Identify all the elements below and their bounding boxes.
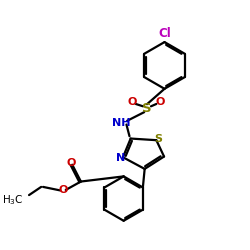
Text: O: O xyxy=(66,158,76,168)
Text: S: S xyxy=(155,134,163,144)
Text: O: O xyxy=(127,97,136,107)
Text: NH: NH xyxy=(112,118,130,128)
Text: O: O xyxy=(156,97,165,107)
Text: S: S xyxy=(142,102,152,115)
Text: O: O xyxy=(58,186,68,196)
Text: Cl: Cl xyxy=(158,28,171,40)
Text: N: N xyxy=(116,153,125,163)
Text: H$_3$C: H$_3$C xyxy=(2,193,24,207)
